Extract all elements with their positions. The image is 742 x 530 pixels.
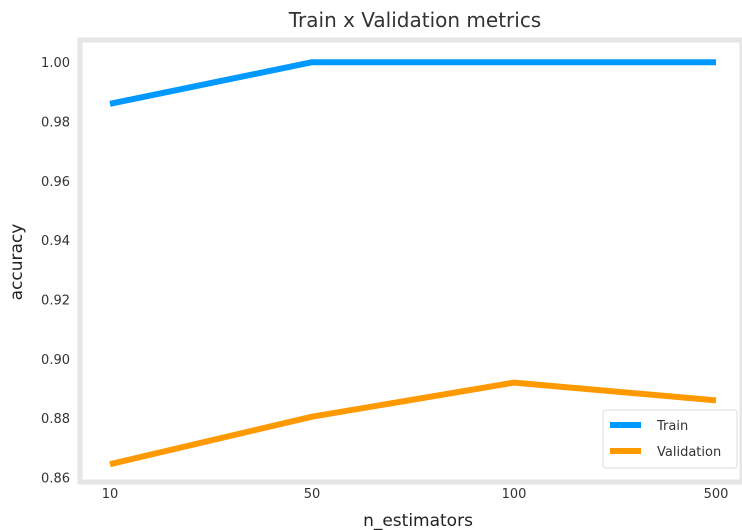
x-tick-label: 10: [102, 487, 119, 502]
x-axis-ticks: 10 50 100 500: [102, 487, 729, 502]
series-line-train: [109, 59, 716, 107]
plot-area: [77, 37, 742, 485]
chart-title: Train x Validation metrics: [288, 8, 541, 32]
y-tick-label: 0.86: [41, 472, 70, 487]
series-layer: [109, 59, 717, 468]
x-tick-label: 500: [704, 487, 729, 502]
y-axis-ticks: 0.86 0.88 0.90 0.92 0.94 0.96 0.98 1.00: [41, 56, 70, 486]
y-tick-label: 0.88: [41, 412, 70, 427]
y-tick-label: 0.92: [41, 294, 70, 309]
x-axis-label: n_estimators: [363, 511, 473, 530]
y-axis-label: accuracy: [7, 224, 27, 301]
legend-label-train: Train: [656, 419, 688, 434]
y-tick-label: 1.00: [41, 56, 70, 71]
y-tick-label: 0.96: [41, 175, 70, 190]
y-tick-label: 0.90: [41, 353, 70, 368]
legend-label-validation: Validation: [657, 445, 721, 460]
y-tick-label: 0.94: [41, 234, 70, 249]
series-line-validation: [109, 379, 717, 468]
y-tick-label: 0.98: [41, 116, 70, 131]
legend: Train Validation: [602, 409, 738, 469]
x-tick-label: 50: [304, 487, 321, 502]
x-tick-label: 100: [502, 487, 527, 502]
